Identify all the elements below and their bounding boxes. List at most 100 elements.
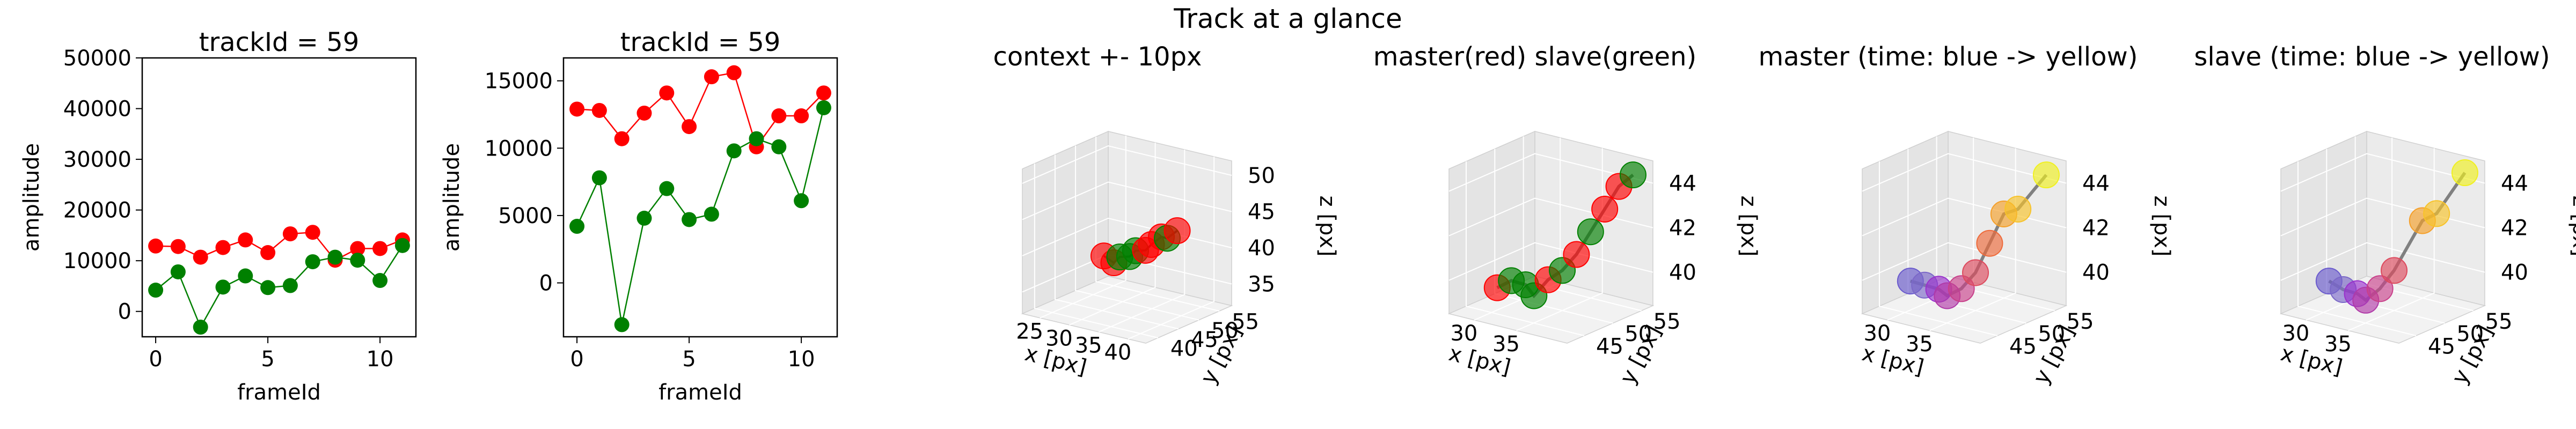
- axes-frame: [562, 57, 838, 338]
- chart-title: context +- 10px: [993, 42, 1202, 72]
- z-tick-label: 40: [2082, 261, 2110, 285]
- x-tick-label: 35: [1906, 332, 1933, 357]
- y-tick-label: 50: [2038, 322, 2065, 346]
- data-point: [2004, 195, 2032, 223]
- x-tick-label: 30: [1450, 321, 1477, 346]
- data-point: [726, 65, 742, 80]
- x-tick-label: 35: [2324, 332, 2352, 357]
- data-point: [569, 101, 585, 117]
- data-point: [1563, 241, 1590, 268]
- data-point: [305, 225, 320, 240]
- data-point: [1577, 218, 1604, 246]
- data-point: [394, 238, 410, 253]
- grid-line: [1040, 135, 1126, 319]
- data-point: [591, 170, 607, 186]
- x-tick-label: 0: [149, 347, 162, 372]
- y-tick-label: 40000: [63, 97, 131, 122]
- series-line-2: [155, 245, 403, 329]
- z-tick-label: 40: [1669, 261, 1696, 285]
- y-tick-label: 50: [1211, 319, 1239, 343]
- grid-line: [1075, 145, 1199, 321]
- line-chart-1: 0 5 10 0 10000 20000 30000 40000 50000 trackId = …: [19, 27, 417, 405]
- x-axis-label: frameId: [237, 380, 321, 405]
- data-point: [148, 283, 164, 298]
- z-tick-label: 42: [2082, 216, 2110, 241]
- y-tick-label: 40: [1170, 337, 1198, 361]
- y-tick-label: 55: [1653, 309, 1681, 334]
- data-point: [569, 219, 585, 234]
- series-line-1: [156, 231, 403, 261]
- data-point: [1619, 161, 1646, 189]
- grid-line: [1862, 153, 2067, 192]
- chart-title: master (time: blue -> yellow): [1759, 42, 2138, 72]
- data-point: [614, 131, 630, 146]
- data-point: [215, 240, 231, 255]
- y-tick-label: 15000: [485, 69, 553, 94]
- y-tick-label: 50: [1624, 322, 1652, 346]
- chart-title: trackId = 59: [620, 27, 781, 57]
- data-point: [238, 268, 253, 284]
- y-tick-label: 50000: [63, 46, 131, 71]
- data-point: [372, 241, 388, 256]
- grid-line: [1022, 181, 1232, 220]
- data-point: [704, 206, 719, 222]
- grid-line: [1128, 157, 1215, 340]
- x-tick-label: 10: [367, 347, 394, 372]
- grid-line: [2297, 161, 2417, 336]
- x-tick-label: 0: [570, 347, 583, 372]
- z-axis-label: z [px]: [2149, 196, 2174, 257]
- data-point: [372, 273, 388, 289]
- data-point: [682, 212, 697, 227]
- y-tick-label: 20000: [63, 198, 131, 223]
- y-tick-label: 45: [1596, 335, 1623, 359]
- data-point: [350, 253, 365, 268]
- data-point: [1962, 259, 1989, 286]
- y-axis-label: amplitude: [19, 143, 44, 252]
- z-tick-label: 45: [1248, 200, 1275, 225]
- y-tick-label: 5000: [498, 204, 553, 228]
- grid-line: [1095, 137, 1220, 312]
- z-axis-label: z [px]: [1315, 196, 1340, 257]
- data-point: [682, 119, 697, 135]
- data-point: [1591, 195, 1619, 223]
- z-tick-label: 40: [1248, 236, 1275, 261]
- grid-line: [1054, 154, 1179, 330]
- data-point: [282, 278, 298, 293]
- chart-title: slave (time: blue -> yellow): [2194, 42, 2550, 72]
- data-point: [771, 108, 787, 124]
- y-tick-label: 55: [2485, 309, 2513, 334]
- x-tick-label: 10: [788, 347, 815, 372]
- z-tick-label: 44: [1669, 172, 1696, 196]
- data-point: [238, 232, 253, 248]
- x-tick-label: 35: [1492, 332, 1520, 357]
- x-tick-label: 30: [2282, 321, 2309, 346]
- data-point: [282, 226, 298, 242]
- data-point: [170, 264, 186, 279]
- data-point: [193, 320, 208, 335]
- grid-line: [2280, 242, 2485, 281]
- data-point: [659, 181, 675, 196]
- data-point: [2032, 161, 2060, 189]
- grid-line: [2348, 148, 2435, 331]
- series-line-1: [577, 72, 824, 149]
- x-tick-label: 25: [1016, 319, 1043, 344]
- data-point: [148, 238, 164, 254]
- data-point: [636, 210, 652, 226]
- grid-line: [1862, 242, 2067, 281]
- x-tick-label: 30: [1863, 321, 1891, 346]
- data-point: [2451, 159, 2478, 187]
- figure-title: Track at a glance: [1173, 3, 1402, 34]
- data-point: [327, 249, 343, 265]
- z-tick-label: 50: [1248, 164, 1275, 188]
- x-tick-label: 40: [1104, 341, 1131, 365]
- grid-line: [1022, 145, 1232, 184]
- data-point: [1163, 217, 1191, 245]
- x-tick-label: 5: [682, 347, 696, 372]
- x-tick-label: 5: [261, 347, 274, 372]
- y-tick-label: 55: [1232, 310, 1259, 335]
